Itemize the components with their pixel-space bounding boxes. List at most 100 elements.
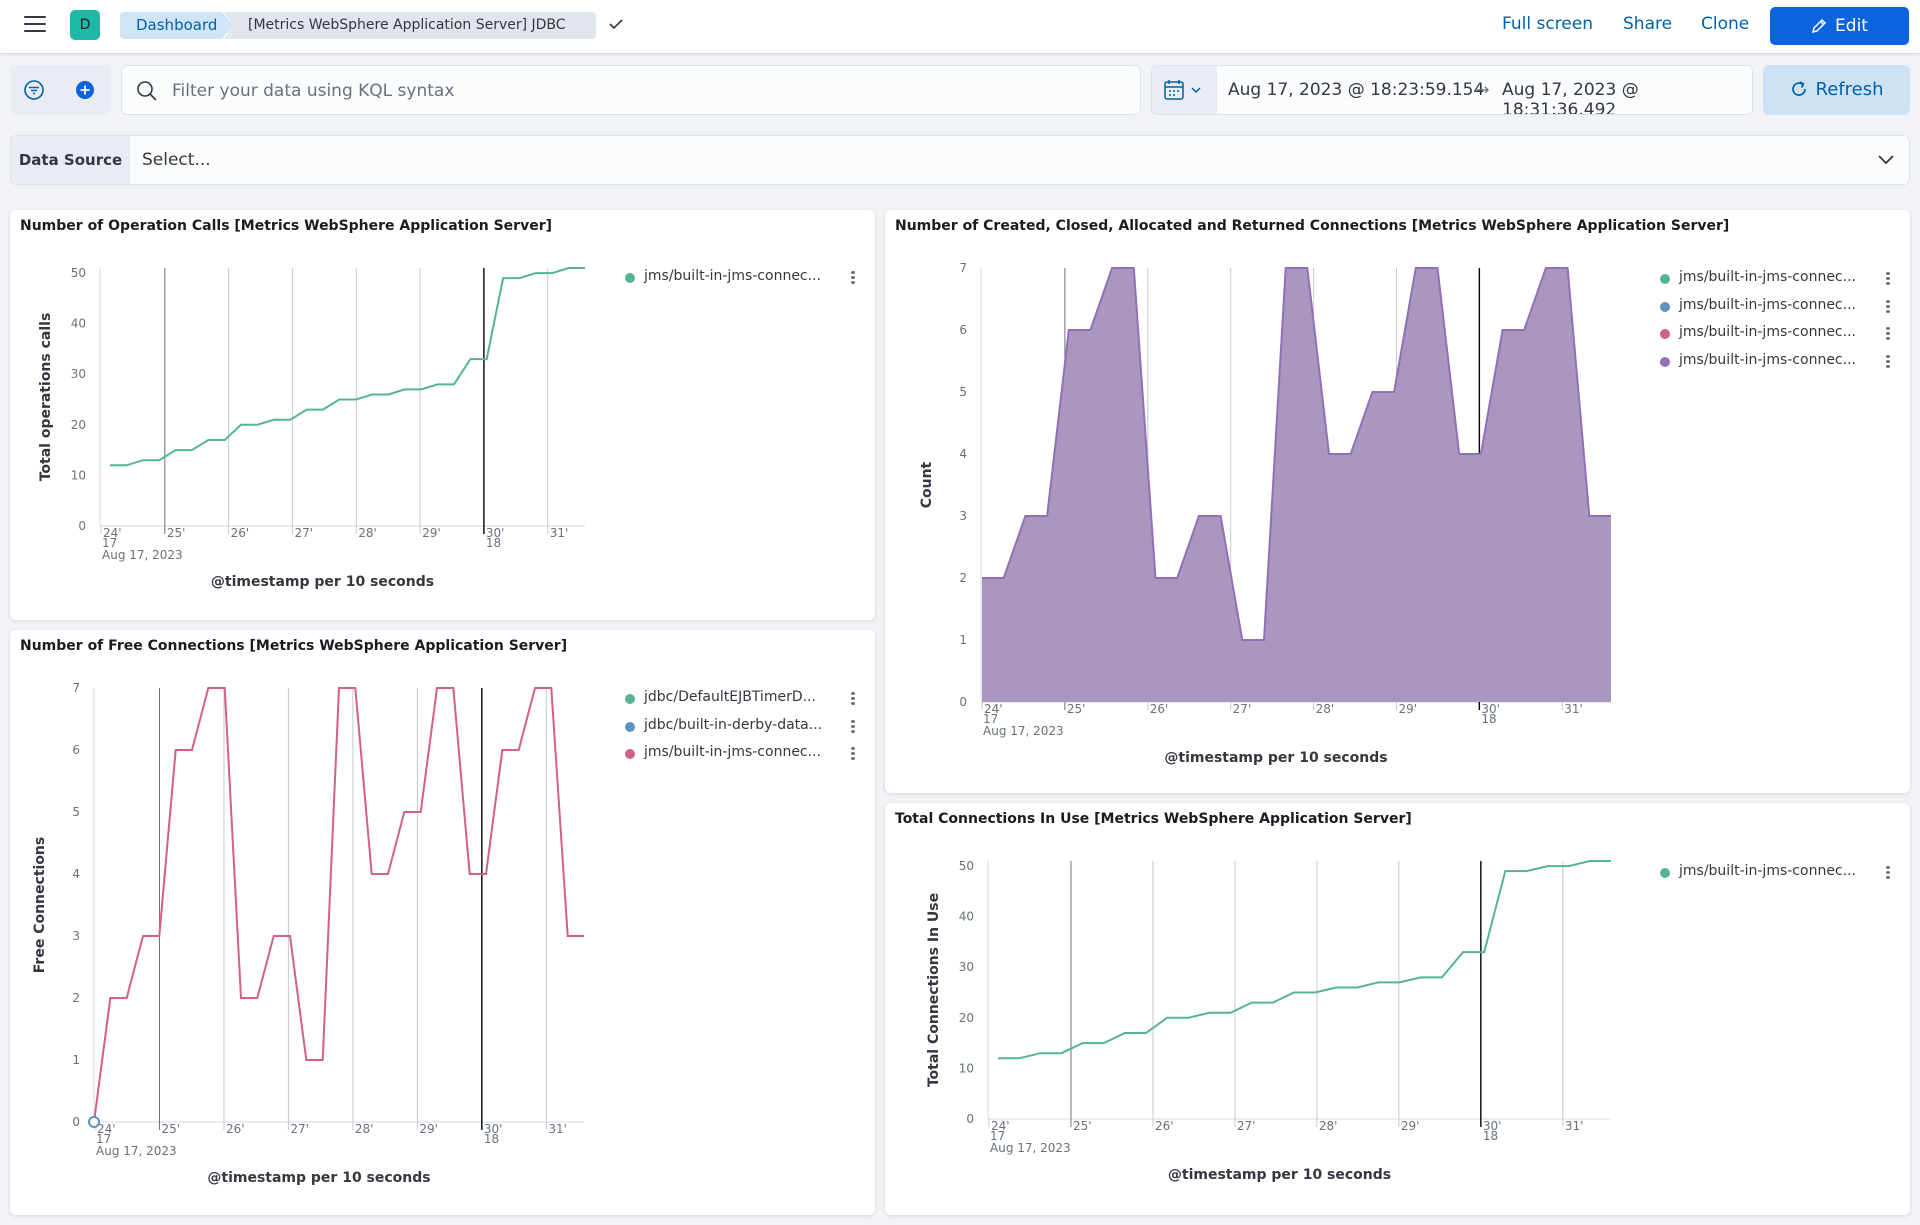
x-axis-date: Aug 17, 2023: [96, 1144, 177, 1158]
check-icon[interactable]: [608, 16, 624, 32]
legend-item[interactable]: jdbc/built-in-derby-data...: [625, 715, 855, 743]
x-tick-label: 30': [486, 526, 505, 540]
pencil-icon: [1812, 18, 1827, 34]
legend-label: jms/built-in-jms-connec...: [644, 268, 821, 284]
x-axis-date: Aug 17, 2023: [983, 724, 1064, 738]
data-source-select[interactable]: Select...: [142, 150, 211, 170]
x-tick-label: 25': [1073, 1119, 1092, 1133]
x-axis-date: Aug 17, 2023: [102, 548, 183, 562]
x-tick-label: 24': [984, 702, 1003, 716]
panel-operation-calls: Number of Operation Calls [Metrics WebSp…: [10, 210, 875, 620]
menu-icon[interactable]: [24, 16, 46, 34]
panel-title: Number of Free Connections [Metrics WebS…: [20, 638, 568, 654]
legend-label: jdbc/DefaultEJBTimerD...: [644, 689, 816, 705]
more-actions-icon[interactable]: [1886, 354, 1890, 369]
legend-label: jdbc/built-in-derby-data...: [644, 716, 823, 733]
search-icon: [137, 81, 157, 101]
legend-label: jms/built-in-jms-connec...: [1679, 863, 1856, 879]
legend-item[interactable]: jms/built-in-jms-connec...: [1660, 350, 1890, 378]
x-tick-label: 29': [1401, 1119, 1420, 1133]
panel-title: Number of Operation Calls [Metrics WebSp…: [20, 218, 552, 234]
more-actions-icon[interactable]: [1886, 866, 1890, 880]
legend-item[interactable]: jms/built-in-jms-connec...: [1660, 267, 1890, 295]
y-tick-label: 3: [959, 509, 967, 523]
x-tick-label: 29': [1398, 702, 1417, 716]
series-line: [93, 687, 584, 1123]
full-screen-button[interactable]: Full screen: [1502, 14, 1593, 34]
filter-icon[interactable]: [23, 79, 45, 101]
x-tick-label: 28': [1319, 1119, 1338, 1133]
edit-button[interactable]: Edit: [1770, 7, 1909, 45]
x-tick-label: 28': [1316, 702, 1335, 716]
y-tick-label: 0: [966, 1112, 974, 1126]
more-actions-icon[interactable]: [1886, 299, 1890, 314]
legend-item[interactable]: jms/built-in-jms-connec...: [1660, 322, 1890, 350]
search-placeholder: Filter your data using KQL syntax: [172, 81, 455, 101]
y-tick-label: 10: [71, 468, 86, 482]
x-axis-title: @timestamp per 10 seconds: [1168, 1167, 1391, 1183]
arrow-right-icon: →: [1476, 80, 1490, 99]
area-fill: [982, 268, 1611, 702]
more-actions-icon[interactable]: [851, 271, 855, 285]
edit-label: Edit: [1835, 16, 1868, 36]
y-tick-label: 6: [959, 323, 967, 337]
x-tick-label: 31': [1565, 1119, 1584, 1133]
y-tick-label: 4: [72, 867, 80, 881]
y-tick-label: 0: [72, 1115, 80, 1129]
series-line: [110, 267, 585, 467]
date-end[interactable]: Aug 17, 2023 @ 18:31:36.492: [1502, 80, 1639, 115]
x-tick-label: 27': [290, 1122, 309, 1136]
kql-search-input[interactable]: Filter your data using KQL syntax: [121, 65, 1141, 115]
legend-item[interactable]: jms/built-in-jms-connec...: [1660, 861, 1890, 889]
y-tick-label: 5: [72, 805, 80, 819]
y-tick-label: 50: [959, 859, 974, 873]
y-tick-label: 0: [959, 695, 967, 709]
x-tick-label: 24': [103, 526, 122, 540]
panel-connections-in-use: Total Connections In Use [Metrics WebSph…: [885, 803, 1910, 1215]
breadcrumb-dashboard[interactable]: Dashboard: [120, 12, 234, 39]
x-tick-label: 31': [548, 1122, 567, 1136]
legend-item[interactable]: jms/built-in-jms-connec...: [625, 742, 855, 770]
x-axis-date: Aug 17, 2023: [990, 1141, 1071, 1155]
panel-title: Number of Created, Closed, Allocated and…: [895, 218, 1730, 234]
legend-dot: [625, 749, 635, 759]
more-actions-icon[interactable]: [851, 747, 855, 761]
legend-item[interactable]: jms/built-in-jms-connec...: [625, 266, 855, 294]
x-tick-label: 29': [419, 1122, 438, 1136]
x-tick-label: 31': [1564, 702, 1583, 716]
x-tick-sublabel: 18: [486, 536, 501, 550]
legend-label: jms/built-in-jms-connec...: [1679, 351, 1856, 368]
x-axis-title: @timestamp per 10 seconds: [211, 574, 434, 590]
more-actions-icon[interactable]: [851, 719, 855, 734]
legend-dot: [1660, 356, 1670, 367]
y-tick-label: 20: [959, 1011, 974, 1025]
legend-dot: [1660, 329, 1670, 339]
space-avatar[interactable]: D: [70, 10, 100, 40]
share-button[interactable]: Share: [1623, 14, 1673, 34]
x-tick-label: 30': [484, 1122, 503, 1136]
y-tick-label: 7: [72, 681, 80, 695]
legend-item[interactable]: jdbc/DefaultEJBTimerD...: [625, 687, 855, 715]
y-tick-label: 1: [959, 633, 967, 647]
add-filter-icon[interactable]: [74, 79, 96, 101]
breadcrumb-current: [Metrics WebSphere Application Server] J…: [224, 12, 596, 39]
data-source-control: Data Source Select...: [10, 135, 1910, 185]
x-tick-sublabel: 18: [1481, 712, 1496, 726]
legend-dot: [625, 694, 635, 704]
legend-dot: [1660, 274, 1670, 284]
chevron-down-icon[interactable]: [1877, 153, 1895, 167]
refresh-button[interactable]: Refresh: [1763, 65, 1910, 115]
y-tick-label: 30: [71, 367, 86, 381]
legend-item[interactable]: jms/built-in-jms-connec...: [1660, 295, 1890, 323]
y-tick-label: 2: [959, 571, 967, 585]
more-actions-icon[interactable]: [1886, 272, 1890, 286]
clone-button[interactable]: Clone: [1701, 14, 1750, 34]
quick-select-button[interactable]: [1152, 66, 1217, 114]
y-tick-label: 4: [959, 447, 967, 461]
more-actions-icon[interactable]: [1886, 327, 1890, 341]
more-actions-icon[interactable]: [851, 692, 855, 706]
date-start[interactable]: Aug 17, 2023 @ 18:23:59.154: [1228, 80, 1485, 100]
x-tick-sublabel: 17: [990, 1129, 1005, 1143]
